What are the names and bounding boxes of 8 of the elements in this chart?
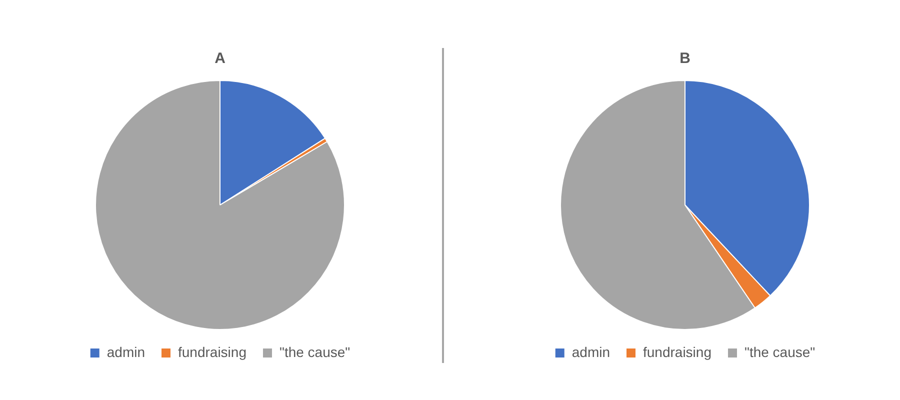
legend-label: "the cause" (744, 344, 816, 360)
legend-label: admin (106, 344, 146, 360)
legend-label: fundraising (642, 344, 712, 360)
legend-label: admin (572, 344, 610, 360)
chart-title: A (214, 50, 226, 68)
chart-title: B (680, 50, 691, 68)
legend-label: "the cause" (279, 344, 350, 360)
legend-label: fundraising (178, 344, 246, 360)
